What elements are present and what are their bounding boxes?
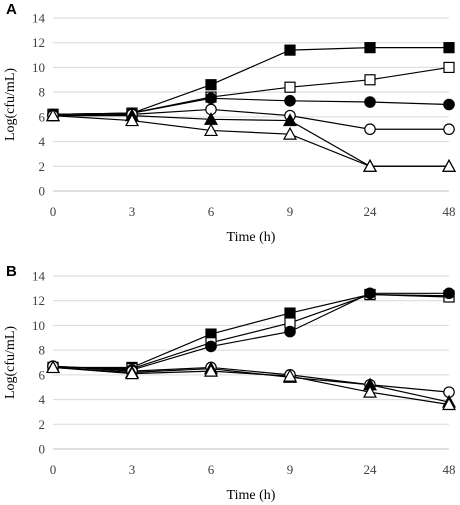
- y-axis-title: Log(cfu/mL): [3, 68, 18, 141]
- x-tick-label: 3: [129, 204, 136, 219]
- series-line-filled-circle: [52, 97, 450, 115]
- data-point-filled-square: [364, 42, 376, 54]
- x-tick-label: 6: [208, 204, 215, 219]
- series-line-filled-square: [52, 47, 449, 115]
- data-point-open-square: [443, 61, 455, 74]
- x-tick-label: 24: [364, 462, 378, 477]
- data-point-filled-square: [284, 44, 296, 56]
- x-tick-label: 0: [50, 462, 57, 477]
- x-axis-title: Time (h): [227, 488, 276, 503]
- data-point-filled-circle: [205, 92, 217, 105]
- data-point-open-triangle: [441, 397, 457, 411]
- data-point-filled-circle: [364, 96, 376, 108]
- data-point-open-triangle: [203, 363, 219, 377]
- series-line-open-square: [52, 66, 450, 115]
- series-line-filled-triangle: [53, 115, 449, 167]
- y-tick-label: 8: [39, 85, 46, 100]
- x-tick-label: 9: [287, 462, 294, 477]
- series-line-open-square: [52, 293, 450, 370]
- series-line-filled-square: [53, 293, 450, 369]
- data-point-filled-triangle: [282, 113, 298, 127]
- data-point-open-triangle: [45, 360, 61, 374]
- data-point-open-square: [364, 74, 376, 86]
- series-line-open-triangle: [52, 115, 449, 167]
- data-point-open-triangle: [362, 384, 378, 398]
- y-tick-label: 14: [32, 269, 46, 284]
- x-tick-label: 24: [364, 204, 378, 219]
- y-tick-label: 8: [39, 343, 46, 358]
- data-point-filled-square: [284, 307, 296, 319]
- y-tick-label: 0: [39, 184, 46, 199]
- data-point-filled-circle: [443, 287, 455, 300]
- y-tick-label: 12: [32, 35, 45, 50]
- data-point-open-triangle: [282, 368, 298, 382]
- y-tick-label: 2: [39, 159, 46, 174]
- data-point-filled-square: [443, 42, 455, 54]
- y-axis-title: Log(cfu/mL): [3, 326, 18, 399]
- series-line-open-triangle: [52, 366, 450, 406]
- data-point-filled-circle: [205, 340, 217, 353]
- x-tick-label: 9: [287, 204, 294, 219]
- series-line-filled-circle: [52, 292, 449, 371]
- y-tick-label: 12: [32, 293, 45, 308]
- data-point-open-triangle: [362, 159, 378, 172]
- y-tick-label: 6: [39, 367, 46, 382]
- data-point-open-circle: [443, 123, 455, 136]
- x-tick-label: 48: [443, 462, 456, 477]
- y-tick-label: 4: [39, 134, 46, 149]
- x-tick-label: 6: [208, 462, 215, 477]
- data-point-filled-circle: [284, 325, 296, 338]
- data-point-open-triangle: [441, 159, 457, 172]
- series-line-filled-triangle: [52, 366, 450, 403]
- series-line-open-circle: [52, 365, 450, 393]
- data-point-open-triangle: [124, 113, 140, 127]
- x-tick-label: 3: [129, 462, 136, 477]
- series-line-open-circle: [52, 108, 449, 130]
- data-point-open-triangle: [203, 123, 219, 137]
- y-tick-label: 4: [39, 392, 46, 407]
- y-tick-label: 10: [32, 60, 45, 75]
- y-tick-label: 2: [39, 417, 46, 432]
- data-point-open-triangle: [124, 366, 140, 380]
- x-tick-label: 0: [50, 204, 57, 219]
- data-point-filled-square: [205, 79, 217, 91]
- y-tick-label: 14: [32, 11, 46, 26]
- x-tick-label: 48: [443, 204, 456, 219]
- y-tick-label: 0: [39, 442, 46, 457]
- panel-letter: B: [6, 263, 17, 280]
- panel-letter: A: [6, 1, 17, 18]
- data-point-filled-circle: [443, 98, 455, 111]
- data-point-open-square: [284, 81, 296, 93]
- data-point-open-circle: [364, 123, 376, 136]
- y-tick-label: 6: [39, 109, 46, 124]
- data-point-open-triangle: [45, 108, 61, 122]
- x-axis-title: Time (h): [227, 230, 276, 245]
- data-point-filled-circle: [364, 287, 376, 300]
- y-tick-label: 10: [32, 318, 45, 333]
- data-point-filled-circle: [284, 94, 296, 107]
- data-point-open-triangle: [282, 126, 298, 140]
